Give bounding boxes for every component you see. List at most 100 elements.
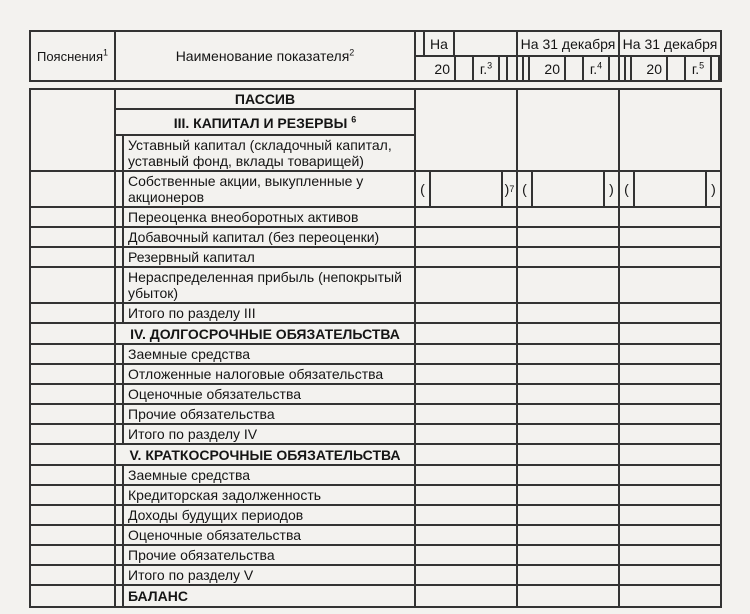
- section-footnote: 6: [351, 114, 357, 125]
- value-cell[interactable]: [516, 343, 620, 365]
- value-cell[interactable]: [618, 206, 722, 228]
- value-cell[interactable]: [516, 226, 620, 248]
- value-cell[interactable]: [516, 383, 620, 405]
- value-cell[interactable]: [516, 302, 620, 324]
- negative-value-box[interactable]: [633, 173, 707, 205]
- value-cell[interactable]: [516, 484, 620, 506]
- value-cell[interactable]: [618, 88, 722, 172]
- value-cell[interactable]: [414, 443, 518, 466]
- value-cell[interactable]: [414, 544, 518, 566]
- explanation-cell[interactable]: [29, 343, 116, 365]
- value-cell[interactable]: [414, 266, 518, 304]
- value-cell[interactable]: [414, 206, 518, 228]
- value-cell[interactable]: [618, 504, 722, 526]
- value-cell[interactable]: ( ) 7: [414, 170, 518, 208]
- value-cell[interactable]: [516, 504, 620, 526]
- explanation-cell[interactable]: [29, 564, 116, 586]
- value-cell[interactable]: [414, 484, 518, 506]
- value-cell[interactable]: [516, 246, 620, 268]
- date-caption: На 31 декабря: [520, 35, 616, 52]
- explanations-column-header: Пояснения1: [31, 32, 116, 80]
- explanation-cell[interactable]: [29, 484, 116, 506]
- value-cell[interactable]: [618, 443, 722, 466]
- explanation-cell[interactable]: [29, 206, 116, 228]
- explanation-cell[interactable]: [29, 322, 116, 345]
- value-cell[interactable]: [414, 302, 518, 324]
- value-cell[interactable]: [516, 322, 620, 345]
- year-digits-box[interactable]: [456, 57, 474, 80]
- value-cell[interactable]: [516, 266, 620, 304]
- value-cell[interactable]: [618, 423, 722, 445]
- explanation-cell[interactable]: [29, 170, 116, 208]
- value-cell[interactable]: [414, 383, 518, 405]
- value-cell[interactable]: [414, 88, 518, 172]
- value-cell[interactable]: [516, 403, 620, 425]
- explanation-cell[interactable]: [29, 88, 116, 172]
- value-cell[interactable]: [516, 206, 620, 228]
- row-authorized-capital: Уставный капитал (складочный капитал, ус…: [30, 134, 721, 172]
- value-cell[interactable]: [516, 443, 620, 466]
- value-cell[interactable]: [618, 584, 722, 608]
- value-cell[interactable]: [618, 363, 722, 385]
- value-cell[interactable]: [414, 226, 518, 248]
- value-cell[interactable]: [618, 544, 722, 566]
- value-cell[interactable]: [414, 343, 518, 365]
- date-fill-box[interactable]: [455, 32, 516, 55]
- value-cell[interactable]: [516, 544, 620, 566]
- value-cell[interactable]: ( ): [618, 170, 722, 208]
- explanation-cell[interactable]: [29, 504, 116, 526]
- row-label: Итого по разделу III: [122, 302, 416, 324]
- value-cell[interactable]: [618, 464, 722, 486]
- value-cell[interactable]: [414, 403, 518, 425]
- value-cell[interactable]: [414, 322, 518, 345]
- value-cell[interactable]: [516, 524, 620, 546]
- value-cell[interactable]: [618, 226, 722, 248]
- explanation-cell[interactable]: [29, 423, 116, 445]
- value-cell[interactable]: [618, 383, 722, 405]
- value-cell[interactable]: [414, 423, 518, 445]
- explanation-cell[interactable]: [29, 443, 116, 466]
- explanation-cell[interactable]: [29, 226, 116, 248]
- value-cell[interactable]: [516, 564, 620, 586]
- value-cell[interactable]: [516, 363, 620, 385]
- value-cell[interactable]: [618, 564, 722, 586]
- explanation-cell[interactable]: [29, 464, 116, 486]
- explanation-cell[interactable]: [29, 584, 116, 608]
- value-cell[interactable]: [618, 302, 722, 324]
- value-cell[interactable]: [414, 504, 518, 526]
- explanation-cell[interactable]: [29, 266, 116, 304]
- value-cell[interactable]: [618, 266, 722, 304]
- value-cell[interactable]: [414, 464, 518, 486]
- value-cell[interactable]: [516, 423, 620, 445]
- explanation-cell[interactable]: [29, 403, 116, 425]
- explanation-cell[interactable]: [29, 544, 116, 566]
- explanation-cell[interactable]: [29, 302, 116, 324]
- explanation-cell[interactable]: [29, 246, 116, 268]
- value-cell[interactable]: [414, 363, 518, 385]
- value-cell[interactable]: [516, 584, 620, 608]
- negative-value-box[interactable]: [531, 173, 605, 205]
- value-cell[interactable]: [618, 484, 722, 506]
- value-cell[interactable]: [414, 584, 518, 608]
- value-cell[interactable]: [516, 464, 620, 486]
- value-cell[interactable]: [414, 564, 518, 586]
- explanation-cell[interactable]: [29, 363, 116, 385]
- value-cell[interactable]: ( ): [516, 170, 620, 208]
- date-fill-box[interactable]: [416, 32, 425, 55]
- value-cell[interactable]: [516, 88, 620, 172]
- negative-value-box[interactable]: [429, 173, 503, 205]
- explanations-label: Пояснения: [36, 48, 103, 64]
- value-cell[interactable]: [618, 322, 722, 345]
- section-capital-reserves-header: III. КАПИТАЛ И РЕЗЕРВЫ 6: [30, 108, 721, 136]
- year-digits-box[interactable]: [566, 57, 584, 80]
- year-digits-box[interactable]: [668, 57, 686, 80]
- value-cell[interactable]: [414, 246, 518, 268]
- value-cell[interactable]: [618, 343, 722, 365]
- explanation-cell[interactable]: [29, 524, 116, 546]
- explanation-cell[interactable]: [29, 383, 116, 405]
- value-cell[interactable]: [618, 403, 722, 425]
- spacer-cell: [610, 57, 618, 80]
- value-cell[interactable]: [414, 524, 518, 546]
- value-cell[interactable]: [618, 246, 722, 268]
- value-cell[interactable]: [618, 524, 722, 546]
